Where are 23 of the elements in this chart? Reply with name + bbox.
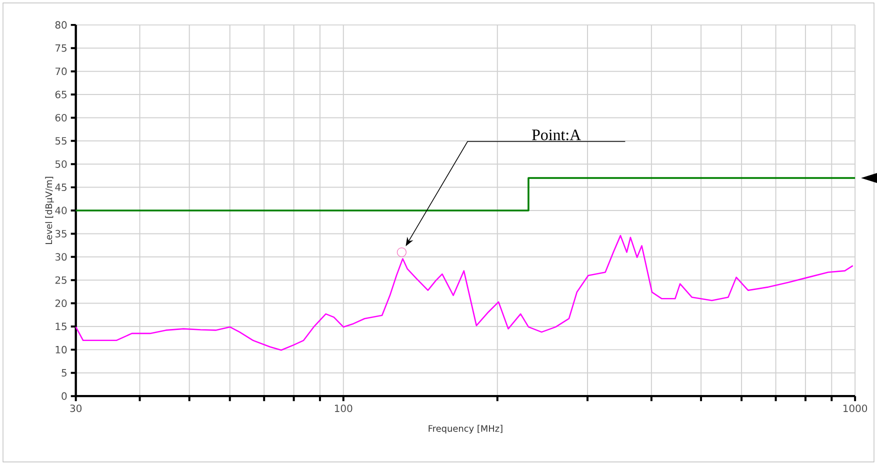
y-tick-label: 10: [56, 346, 67, 354]
y-tick-label: 30: [55, 253, 67, 261]
y-tick-label: 40: [55, 206, 67, 214]
y-tick-label: 5: [62, 369, 66, 377]
y-tick-label: 80: [55, 21, 67, 29]
y-tick-label: 25: [55, 276, 66, 284]
y-tick-label: 70: [56, 68, 67, 76]
y-tick-label: 55: [55, 137, 66, 145]
y-tick-label: 50: [55, 160, 67, 168]
y-axis-title: Level [dBµV/m]: [45, 176, 54, 244]
x-tick-label: 100: [334, 404, 352, 412]
x-tick-label: 30: [70, 404, 82, 412]
y-tick-label: 60: [55, 114, 67, 122]
y-tick-label: 45: [55, 184, 66, 192]
annotation: Point:A: [532, 130, 581, 140]
y-tick-label: 65: [55, 90, 66, 98]
y-tick-label: 75: [56, 44, 66, 52]
y-tick-label: 0: [62, 392, 67, 400]
y-tick-label: 20: [55, 300, 67, 308]
y-tick-label: 35: [55, 230, 66, 238]
x-tick-label: 1000: [844, 404, 868, 412]
y-tick-label: 15: [56, 322, 66, 330]
x-axis-title: Frequency [MHz]: [428, 424, 502, 434]
